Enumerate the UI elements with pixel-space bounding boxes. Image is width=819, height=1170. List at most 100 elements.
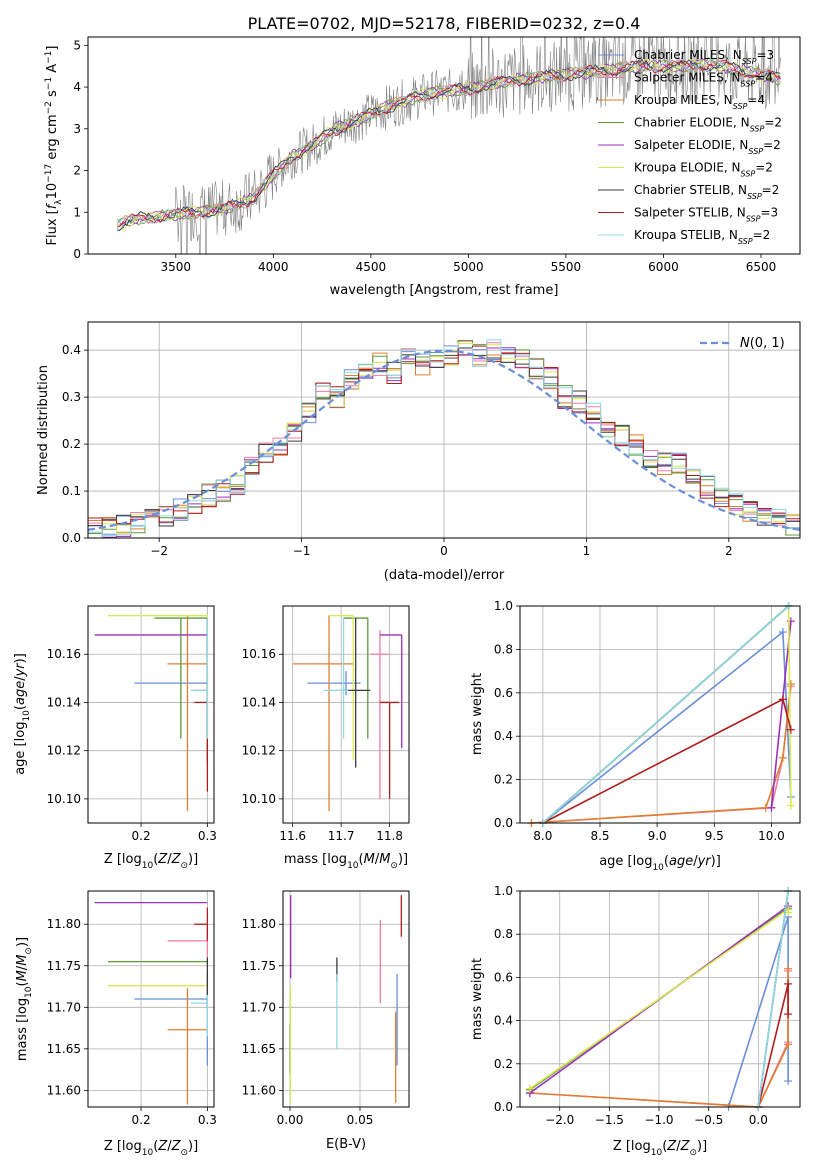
- label-part: /: [167, 852, 172, 867]
- label-part: (: [359, 852, 364, 867]
- label-part: Flux [: [45, 209, 60, 245]
- legend-part: Kroupa ELODIE, N: [634, 161, 741, 175]
- x-axis-label: E(B-V): [326, 1137, 366, 1152]
- x-tick-label: −1.5: [595, 1113, 624, 1127]
- label-part: /: [693, 854, 698, 869]
- y-tick-label: 0.0: [62, 531, 81, 545]
- label-part: )]: [188, 1139, 198, 1154]
- label-part: /: [375, 852, 380, 867]
- y-tick-label: 11.70: [242, 1000, 276, 1014]
- legend-entry: Chabrier ELODIE, NSSP=2: [634, 116, 782, 134]
- label-part: Z [log: [613, 1139, 651, 1154]
- label-part: (: [664, 854, 669, 869]
- label-part: yr: [13, 662, 28, 678]
- label-part: )]: [15, 937, 30, 947]
- spectrum-model-line: [117, 58, 781, 228]
- axes-frame: [519, 890, 801, 1108]
- label-part: f: [45, 202, 60, 209]
- x-tick-label: 11.7: [328, 829, 355, 843]
- label-part: Z: [157, 1139, 168, 1154]
- label-part: M: [364, 852, 375, 867]
- y-tick-label: 3: [73, 122, 81, 136]
- axes-frame: [87, 36, 801, 255]
- legend-part: Salpeter MILES, N: [634, 71, 741, 85]
- x-tick-label: −0.5: [694, 1113, 723, 1127]
- legend-part: Kroupa STELIB, N: [634, 228, 738, 242]
- spectrum-model-line: [117, 59, 781, 228]
- y-tick-label: 0.8: [494, 927, 513, 941]
- x-axis-label: Z [log10(Z/Z⊙)]: [104, 852, 198, 871]
- y-axis-label: mass weight: [470, 958, 485, 1040]
- legend-part: Salpeter STELIB, N: [634, 206, 746, 220]
- x-tick-label: 11.8: [376, 829, 403, 843]
- label-part: /: [676, 1139, 681, 1154]
- legend-entry: Salpeter MILES, NSSP=4: [634, 71, 773, 89]
- legend-part: =4: [747, 93, 765, 107]
- y-tick-label: 11.70: [47, 1000, 81, 1014]
- legend-part: SSP: [747, 192, 762, 201]
- label-part: −17: [44, 164, 54, 183]
- y-tick-label: 1: [73, 205, 81, 219]
- x-axis-label: mass [log10(M/M⊙)]: [284, 852, 408, 871]
- label-part: /: [13, 676, 28, 681]
- normal-curve: [87, 349, 801, 531]
- x-tick-label: 8.5: [590, 829, 609, 843]
- x-tick-label: 10.0: [758, 829, 785, 843]
- label-part: 10: [22, 710, 32, 722]
- y-axis-label: Normed distribution: [36, 365, 51, 495]
- label-part: (: [662, 1139, 667, 1154]
- x-tick-label: −1.0: [644, 1113, 673, 1127]
- label-part: Z [log: [104, 1139, 142, 1154]
- legend-part: =3: [756, 48, 774, 62]
- label-part: ⊙: [180, 1148, 188, 1158]
- y-tick-label: 0.4: [494, 729, 513, 743]
- label-part: (: [153, 1139, 158, 1154]
- mass-weight-line: [770, 621, 792, 808]
- label-part: mass [log: [284, 852, 347, 867]
- label-part: Z: [680, 1139, 691, 1154]
- axes-frame: [87, 321, 801, 539]
- x-tick-label: 9.5: [705, 829, 724, 843]
- legend-part: Kroupa MILES, N: [634, 93, 733, 107]
- x-tick-label: 1: [583, 544, 591, 558]
- axes-frame: [87, 605, 215, 824]
- label-part: age: [13, 681, 28, 705]
- x-tick-label: 6000: [648, 260, 679, 274]
- legend-entry: Salpeter STELIB, NSSP=3: [634, 206, 778, 224]
- label-part: )]: [13, 653, 28, 663]
- axes-mass-vs-EBV: [283, 891, 409, 1107]
- mass-weight-line: [542, 698, 792, 824]
- spectrum-model-line: [117, 58, 781, 227]
- label-part: A: [45, 64, 60, 77]
- y-tick-label: 11.75: [242, 959, 276, 973]
- legend-entry: Kroupa ELODIE, NSSP=2: [634, 161, 773, 179]
- y-tick-label: 11.65: [242, 1042, 276, 1056]
- label-part: 10: [652, 863, 664, 873]
- label-part: Z: [666, 1139, 677, 1154]
- legend-part: SSP: [738, 237, 753, 246]
- y-tick-label: 10.16: [47, 647, 81, 661]
- mass-weight-line: [542, 605, 790, 824]
- axes-frame: [282, 890, 410, 1108]
- x-axis-label: Z [log10(Z/Z⊙)]: [613, 1139, 707, 1158]
- label-part: Z: [157, 852, 168, 867]
- label-part: M: [15, 970, 30, 981]
- y-tick-label: 10.16: [242, 647, 276, 661]
- y-tick-label: 11.75: [47, 959, 81, 973]
- y-tick-label: 11.80: [47, 917, 81, 931]
- x-axis-label: Z [log10(Z/Z⊙)]: [104, 1139, 198, 1158]
- legend-part: Chabrier ELODIE, N: [634, 116, 750, 130]
- label-part: (: [153, 852, 158, 867]
- label-part: /: [167, 1139, 172, 1154]
- legend-entry: N(0, 1): [740, 336, 785, 351]
- legend-part: SSP: [742, 57, 757, 66]
- label-part: /: [15, 965, 30, 970]
- legend-part: SSP: [748, 147, 763, 156]
- x-axis-label: (data-model)/error: [384, 568, 505, 583]
- x-tick-label: 0.3: [198, 1113, 217, 1127]
- label-part: )]: [188, 852, 198, 867]
- mass-weight-line: [531, 686, 792, 824]
- label-part: M: [379, 852, 390, 867]
- label-part: age: [669, 854, 693, 869]
- label-part: −1: [44, 51, 54, 64]
